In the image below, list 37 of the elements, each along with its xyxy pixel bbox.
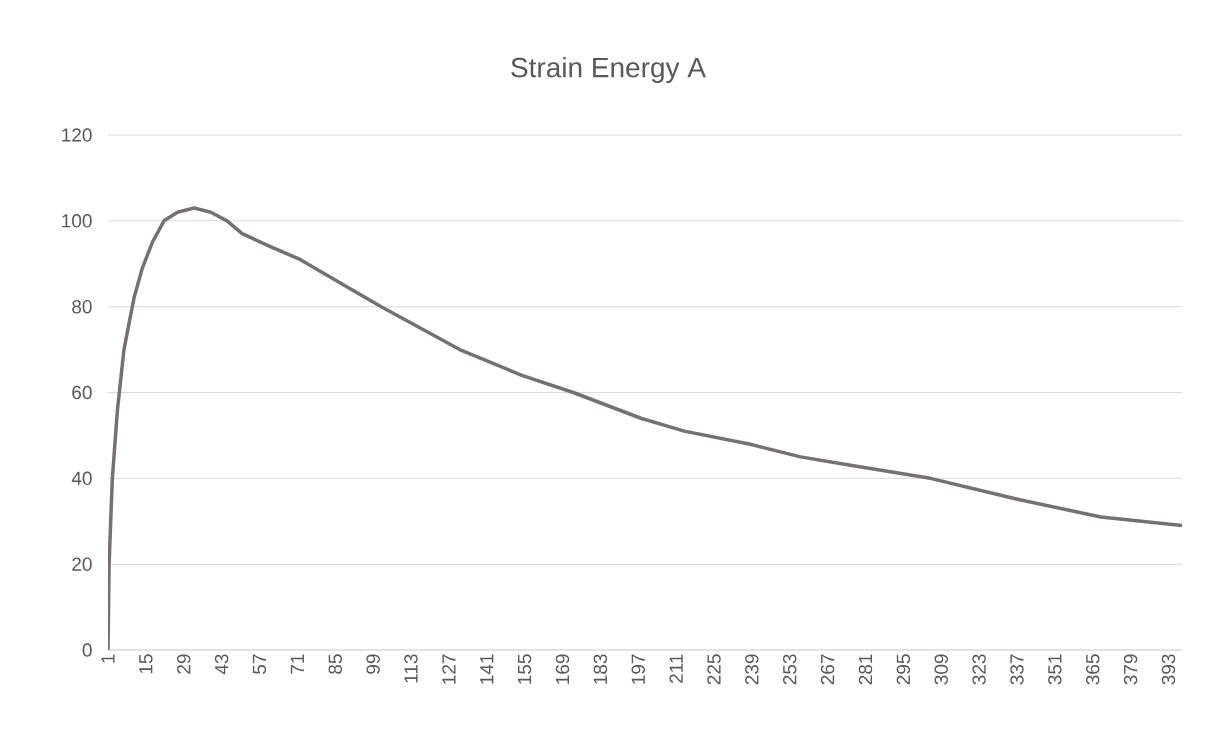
- x-tick-label: 295: [896, 654, 911, 685]
- x-tick-label: 197: [631, 654, 645, 684]
- x-tick-label: 183: [593, 654, 608, 684]
- x-tick-label: 281: [858, 654, 873, 685]
- x-tick-label: 43: [214, 654, 229, 675]
- x-tick-label: 393: [1161, 654, 1176, 685]
- chart-title: Strain Energy A: [511, 56, 706, 84]
- x-tick-label: 239: [745, 654, 759, 685]
- x-tick-label: 155: [517, 654, 532, 684]
- x-tick-label: 211: [669, 654, 683, 683]
- x-tick-label: 1: [101, 654, 115, 663]
- y-tick-label: 120: [62, 128, 92, 142]
- x-tick-label: 113: [404, 654, 418, 683]
- y-tick-label: 60: [72, 385, 92, 400]
- x-tick-label: 57: [252, 654, 267, 674]
- y-tick-label: 40: [71, 471, 92, 486]
- x-tick-label: 267: [820, 654, 835, 685]
- x-tick-label: 323: [972, 654, 986, 685]
- y-tick-label: 0: [82, 643, 92, 657]
- x-tick-label: 141: [480, 654, 494, 684]
- x-tick-label: 309: [934, 654, 948, 685]
- x-tick-label: 379: [1123, 654, 1138, 685]
- x-tick-label: 99: [366, 654, 380, 674]
- y-tick-label: 20: [72, 557, 92, 571]
- x-tick-label: 351: [1048, 654, 1062, 685]
- y-tick-label: 80: [72, 299, 92, 314]
- x-tick-label: 127: [442, 654, 456, 684]
- x-tick-label: 337: [1010, 654, 1024, 685]
- y-tick-label: 100: [62, 214, 92, 228]
- x-tick-label: 71: [290, 654, 304, 674]
- x-tick-label: 365: [1085, 654, 1100, 685]
- x-tick-label: 253: [783, 654, 797, 685]
- x-tick-label: 15: [139, 654, 153, 674]
- x-tick-label: 225: [707, 654, 721, 685]
- x-tick-label: 169: [555, 654, 570, 684]
- x-tick-label: 85: [328, 654, 342, 674]
- x-tick-label: 29: [177, 654, 191, 674]
